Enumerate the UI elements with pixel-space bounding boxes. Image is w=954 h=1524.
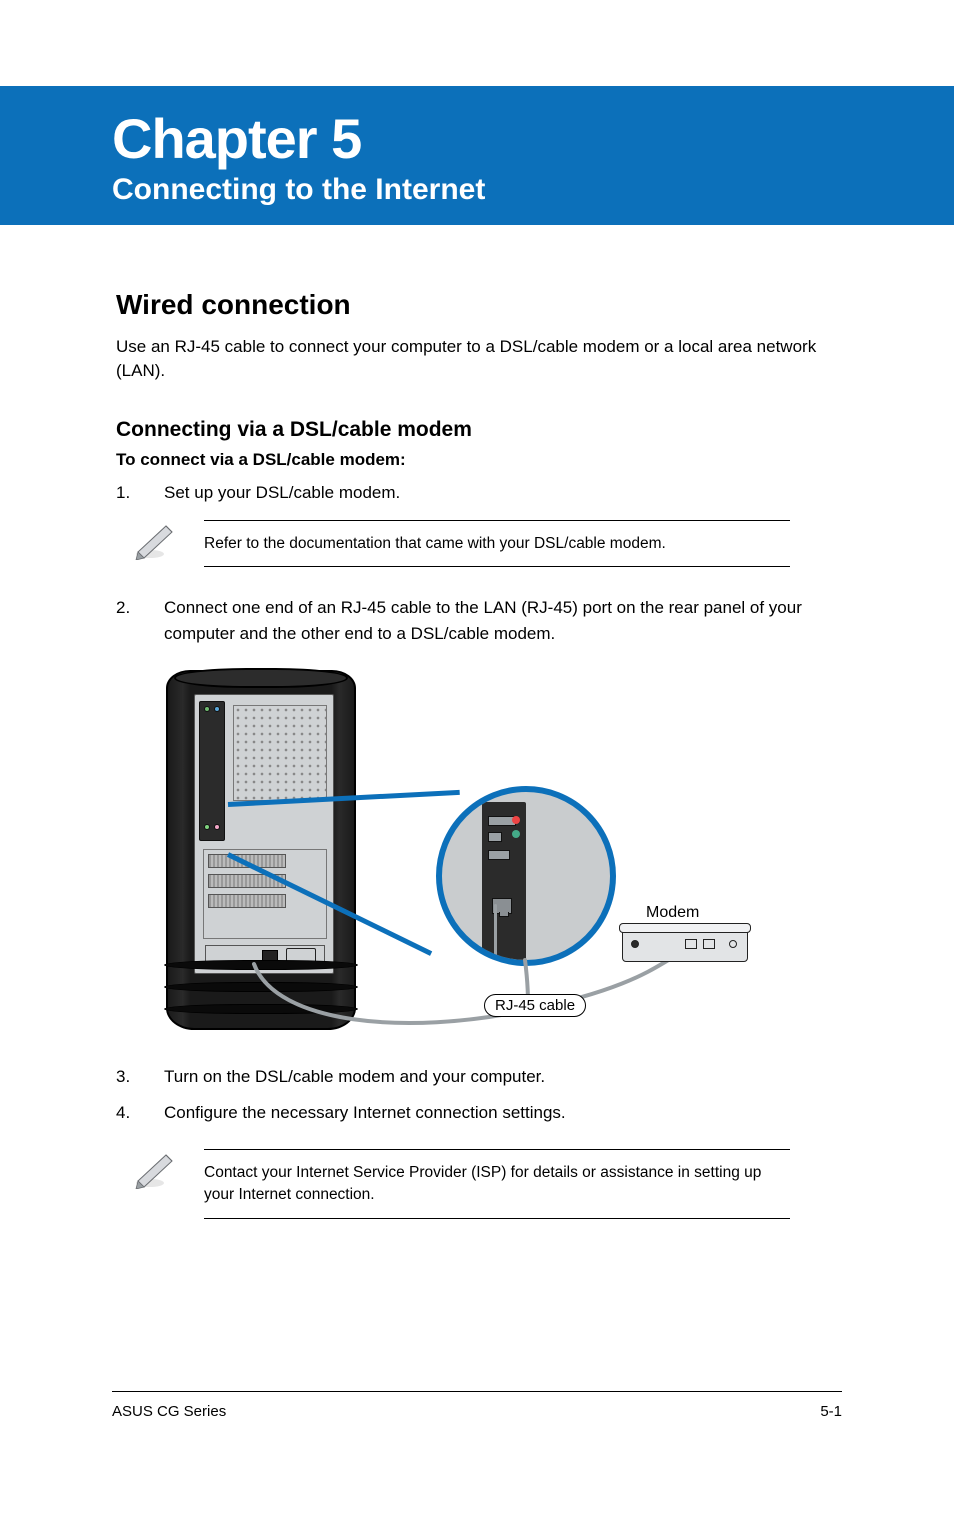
- steps-list-a: Set up your DSL/cable modem.: [116, 480, 842, 506]
- zoom-circle-icon: [436, 786, 616, 966]
- step-item: Configure the necessary Internet connect…: [116, 1100, 842, 1126]
- step-item: Set up your DSL/cable modem.: [116, 480, 842, 506]
- note-block-b: Contact your Internet Service Provider (…: [116, 1149, 842, 1218]
- step-item: Turn on the DSL/cable modem and your com…: [116, 1064, 842, 1090]
- section-intro: Use an RJ-45 cable to connect your compu…: [116, 335, 842, 384]
- pencil-note-icon: [132, 520, 176, 560]
- steps-list-c: Turn on the DSL/cable modem and your com…: [116, 1064, 842, 1125]
- footer-rule: [112, 1391, 842, 1392]
- connection-diagram: Modem RJ-45 cable: [156, 664, 842, 1044]
- footer-right: 5-1: [820, 1403, 842, 1420]
- pencil-note-icon: [132, 1149, 176, 1189]
- chapter-subtitle: Connecting to the Internet: [112, 173, 954, 207]
- modem-label: Modem: [646, 904, 699, 922]
- steps-list-b: Connect one end of an RJ-45 cable to the…: [116, 595, 842, 646]
- chapter-title: Chapter 5: [112, 110, 954, 169]
- modem-icon: [622, 928, 748, 962]
- computer-tower-icon: [166, 670, 356, 1030]
- step-item: Connect one end of an RJ-45 cable to the…: [116, 595, 842, 646]
- subsection-heading: Connecting via a DSL/cable modem: [116, 418, 842, 442]
- note-text: Refer to the documentation that came wit…: [204, 520, 790, 568]
- chapter-header-band: Chapter 5 Connecting to the Internet: [0, 86, 954, 225]
- note-block-a: Refer to the documentation that came wit…: [116, 520, 842, 568]
- page-content: Wired connection Use an RJ-45 cable to c…: [0, 225, 954, 1219]
- subsection-lead: To connect via a DSL/cable modem:: [116, 450, 842, 470]
- footer-left: ASUS CG Series: [112, 1403, 226, 1420]
- note-text: Contact your Internet Service Provider (…: [204, 1149, 790, 1218]
- page-footer: ASUS CG Series 5-1: [112, 1403, 842, 1420]
- section-heading: Wired connection: [116, 289, 842, 321]
- cable-label: RJ-45 cable: [484, 994, 586, 1017]
